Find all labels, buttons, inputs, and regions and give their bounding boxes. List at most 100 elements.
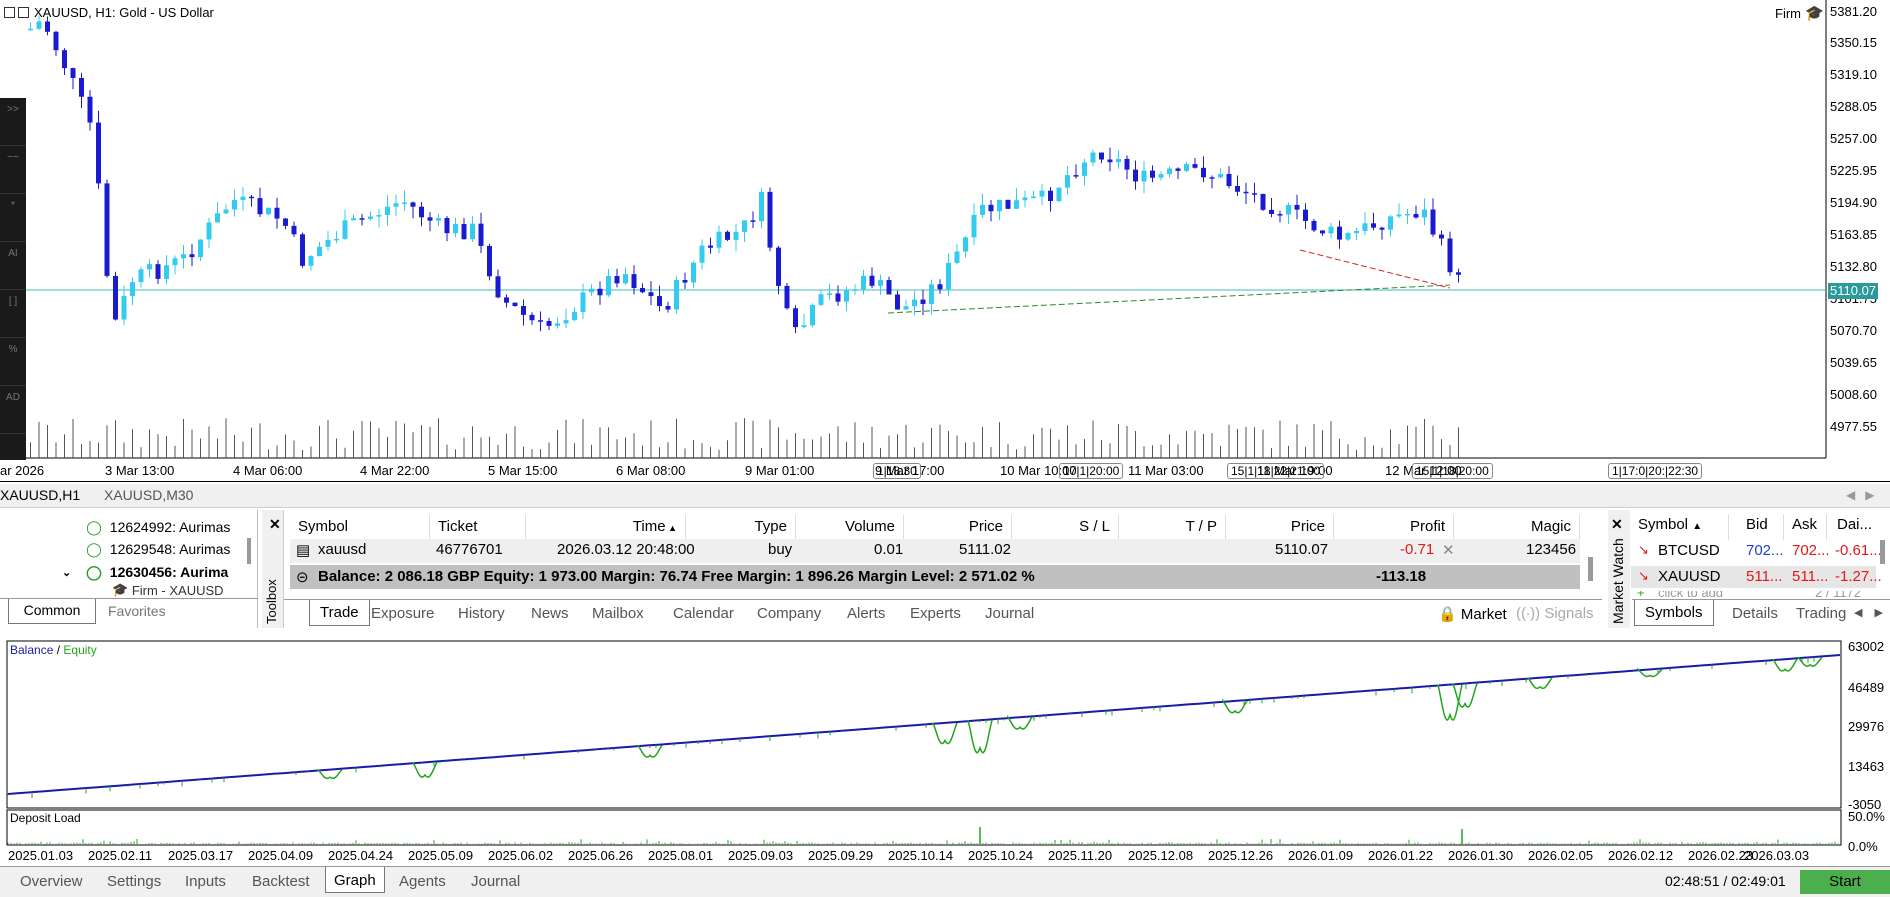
mw-row-xauusd[interactable]: ↘ XAUUSD 511... 511... -1.27... <box>1631 566 1882 588</box>
deposit-y-label: 50.0% <box>1848 809 1885 824</box>
graph-y-label: 46489 <box>1848 680 1885 695</box>
tab-graph[interactable]: Graph <box>325 867 385 893</box>
side-tool-icon[interactable]: % <box>0 338 26 386</box>
tab-agents[interactable]: Agents <box>399 873 446 890</box>
chevron-down-icon[interactable]: ⌄ <box>62 566 72 579</box>
tab-company[interactable]: Company <box>757 605 822 622</box>
firm-badge[interactable]: Firm 🎓 <box>1775 6 1824 22</box>
mw-col-daily[interactable]: Dai... <box>1837 516 1873 533</box>
tab-history[interactable]: History <box>458 605 505 622</box>
mw-row-btcusd[interactable]: ↘ BTCUSD 702... 702... -0.61... <box>1631 540 1882 562</box>
tab-xauusd-m30[interactable]: XAUUSD,M30 <box>104 487 194 503</box>
trade-col-header[interactable]: S / L <box>1012 515 1119 539</box>
side-tool-icon[interactable]: >> <box>0 98 26 146</box>
mw-daily: -1.27... <box>1835 568 1882 585</box>
tab-xauusd-h1[interactable]: XAUUSD,H1 <box>0 487 81 503</box>
tab-trade[interactable]: Trade <box>309 600 370 626</box>
graph-y-label: 29976 <box>1848 719 1885 734</box>
time-tick-label: 6 Mar 08:00 <box>616 463 686 478</box>
tab-experts[interactable]: Experts <box>910 605 961 622</box>
tab-journal[interactable]: Journal <box>471 873 521 890</box>
session-marker[interactable]: 1|18:30 <box>873 463 921 479</box>
tab-mailbox[interactable]: Mailbox <box>592 605 644 622</box>
trade-col-header[interactable]: T / P <box>1119 515 1226 539</box>
time-tick-label: 10 Mar 10:00 <box>1000 463 1077 478</box>
tab-backtest[interactable]: Backtest <box>252 873 310 890</box>
mw-add-row[interactable]: + click to add 2 / 1172 <box>1631 591 1876 600</box>
trade-col-header[interactable]: Magic <box>1454 515 1580 539</box>
navigator-panel: ◯ 12624992: Aurimas ◯ 12629548: Aurimas … <box>0 510 258 628</box>
session-marker[interactable]: 15|1|18|22|21:00 <box>1227 463 1325 479</box>
side-tool-icon[interactable]: AI <box>0 242 26 290</box>
time-tick-label: 12 Mar 12:00 <box>1385 463 1462 478</box>
trade-col-header[interactable]: Price <box>1226 515 1334 539</box>
tab-news[interactable]: News <box>531 605 569 622</box>
mw-col-symbol-label: Symbol <box>1638 516 1689 533</box>
tab-calendar[interactable]: Calendar <box>673 605 734 622</box>
tab-scroll-arrows-icon[interactable]: ◀▶ <box>1846 488 1885 502</box>
trade-col-header[interactable]: Symbol <box>290 515 430 539</box>
side-tool-icon[interactable]: [ ] <box>0 290 26 338</box>
chart-tab-bar: XAUUSD,H1 XAUUSD,M30 ◀▶ <box>0 484 1890 508</box>
close-position-icon[interactable]: ✕ <box>1442 542 1455 559</box>
trade-col-header[interactable]: Profit <box>1334 515 1454 539</box>
graph-y-label: -3050 <box>1848 797 1882 812</box>
tab-favorites[interactable]: Favorites <box>108 603 166 619</box>
time-tick-label: 3 Mar 13:00 <box>105 463 175 478</box>
trade-col-header[interactable]: Type <box>686 515 796 539</box>
trade-ticket: 46776701 <box>436 541 503 558</box>
close-icon[interactable]: ✕ <box>1611 516 1623 532</box>
toolbox-scrollbar[interactable] <box>1588 557 1593 581</box>
trade-col-header[interactable]: Time ▲ <box>526 515 686 539</box>
tab-journal[interactable]: Journal <box>985 605 1035 622</box>
market-label: Market <box>1460 606 1507 623</box>
tab-alerts[interactable]: Alerts <box>847 605 886 622</box>
graduation-cap-icon: 🎓 <box>112 583 129 597</box>
trade-col-header[interactable]: Price <box>904 515 1012 539</box>
session-marker[interactable]: 1|17:0|20:|22:30 <box>1608 463 1703 479</box>
nav-account-2[interactable]: ◯ 12629548: Aurimas <box>86 538 326 560</box>
tab-inputs[interactable]: Inputs <box>185 873 226 890</box>
start-button[interactable]: Start <box>1800 870 1890 894</box>
collapse-icon[interactable]: ⊝ <box>296 569 309 586</box>
time-tick-label: 5 Mar 15:00 <box>488 463 558 478</box>
tester-graph <box>0 637 1890 849</box>
graph-x-label: 2026.03.03 <box>1744 848 1810 863</box>
tab-symbols[interactable]: Symbols <box>1634 600 1714 626</box>
mw-symbol: XAUUSD <box>1658 568 1721 585</box>
trade-col-header[interactable]: Ticket <box>430 515 526 539</box>
mw-col-bid[interactable]: Bid <box>1746 516 1768 533</box>
nav-account-1[interactable]: ◯ 12624992: Aurimas <box>86 516 326 538</box>
table-row[interactable] <box>290 539 1580 563</box>
graph-y-label: 63002 <box>1848 639 1885 654</box>
tab-settings[interactable]: Settings <box>107 873 162 890</box>
session-marker[interactable]: 17|1|20:00 <box>1059 463 1124 479</box>
nav-scrollbar[interactable] <box>247 538 251 564</box>
tab-overview[interactable]: Overview <box>20 873 83 890</box>
trade-col-header[interactable]: Volume <box>796 515 904 539</box>
close-icon[interactable]: ✕ <box>269 516 281 532</box>
price-chart[interactable]: XAUUSD, H1: Gold - US Dollar Firm 🎓 5381… <box>0 0 1890 482</box>
lock-icon: 🔒 <box>1438 606 1457 623</box>
side-tool-icon[interactable]: * <box>0 194 26 242</box>
market-button[interactable]: 🔒 Market <box>1438 605 1507 623</box>
session-marker[interactable]: 15|1|18|20:00 <box>1412 463 1493 479</box>
candlestick-chart[interactable] <box>0 0 1890 482</box>
mw-col-ask[interactable]: Ask <box>1792 516 1818 533</box>
signals-button[interactable]: ((·)) Signals <box>1516 605 1594 622</box>
tab-scroll-arrows-icon[interactable]: ◀▶ <box>1854 607 1883 619</box>
tab-exposure[interactable]: Exposure <box>371 605 435 622</box>
nav-firm-item[interactable]: 🎓 Firm - XAUUSD <box>112 583 352 597</box>
graph-x-label: 2025.09.03 <box>728 848 794 863</box>
mw-col-symbol[interactable]: Symbol ▲ <box>1638 516 1702 533</box>
graph-x-label: 2025.09.29 <box>808 848 874 863</box>
nav-account-3[interactable]: ⌄ ◯ 12630456: Aurima <box>62 561 302 583</box>
side-tool-icon[interactable]: ~~ <box>0 146 26 194</box>
mw-scrollbar[interactable] <box>1880 540 1885 564</box>
tab-common[interactable]: Common <box>8 599 96 624</box>
side-tool-icon[interactable]: AD <box>0 386 26 434</box>
graph-x-label: 2025.12.26 <box>1208 848 1274 863</box>
tab-trading[interactable]: Trading <box>1796 605 1847 622</box>
time-tick-label: 11 Mar 19:00 <box>1257 463 1333 478</box>
tab-details[interactable]: Details <box>1732 605 1778 622</box>
